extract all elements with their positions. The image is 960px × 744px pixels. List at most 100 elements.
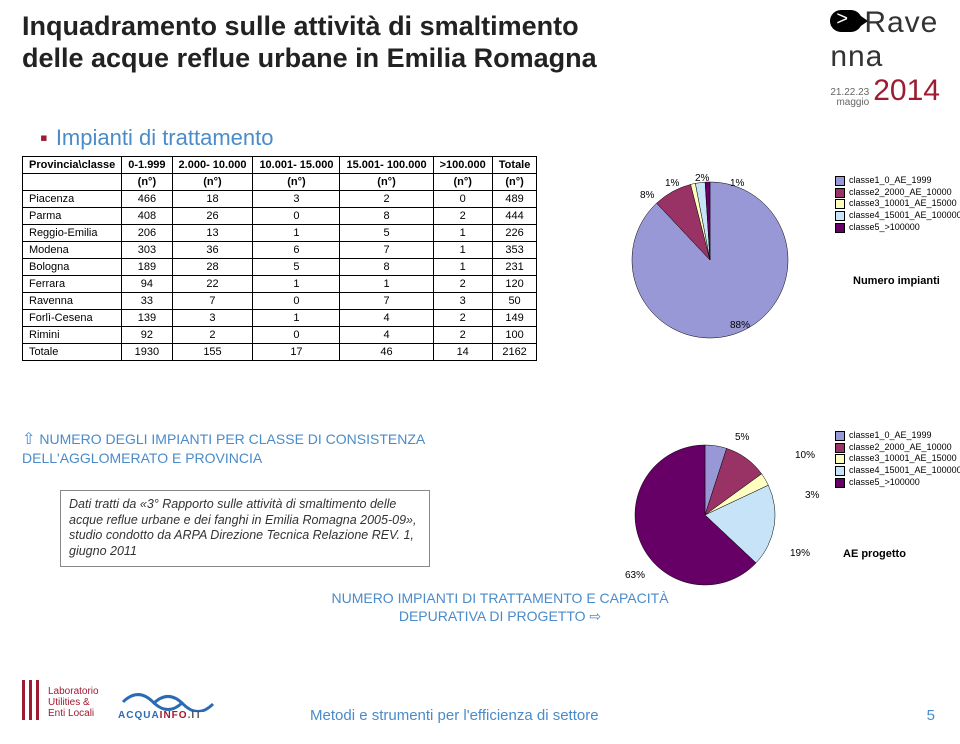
logo-dates: 21.22.23maggio: [830, 88, 869, 108]
legend-item: classe2_2000_AE_10000: [835, 442, 960, 454]
table-cell: 22: [172, 276, 253, 293]
legend-label: classe5_>100000: [849, 222, 920, 234]
table-cell: 489: [492, 191, 537, 208]
table-cell: 1: [433, 242, 492, 259]
legend-swatch: [835, 454, 845, 464]
table-cell: Forlì-Cesena: [23, 310, 122, 327]
legend-swatch: [835, 199, 845, 209]
table-cell: 2: [433, 310, 492, 327]
table-cell: 36: [172, 242, 253, 259]
table-cell: 2: [433, 276, 492, 293]
logo-year: 2014: [873, 74, 940, 108]
pie-pct-label: 63%: [625, 570, 645, 581]
table-row: Totale19301551746142162: [23, 344, 537, 361]
pie-chart-ae-progetto: [625, 430, 785, 595]
table-cell: 353: [492, 242, 537, 259]
table-cell: Modena: [23, 242, 122, 259]
pie-pct-label: 1%: [730, 178, 744, 189]
legend-label: classe2_2000_AE_10000: [849, 442, 952, 454]
table-cell: 5: [340, 225, 433, 242]
table-cell: 231: [492, 259, 537, 276]
footer-logos: LaboratorioUtilities &Enti Locali ACQUAI…: [22, 678, 268, 736]
pie-pct-label: 5%: [735, 432, 749, 443]
table-unit-cell: (n°): [172, 174, 253, 191]
logo-arrow-icon: >: [830, 10, 862, 32]
table-header-cell: 10.001- 15.000: [253, 157, 340, 174]
table-row: Parma40826082444: [23, 208, 537, 225]
table-unit-cell: (n°): [122, 174, 172, 191]
table-cell: Ferrara: [23, 276, 122, 293]
table-cell: Parma: [23, 208, 122, 225]
pie-pct-label: 8%: [640, 190, 654, 201]
legend-label: classe1_0_AE_1999: [849, 430, 932, 442]
legend-item: classe5_>100000: [835, 222, 960, 234]
table-cell: 8: [340, 208, 433, 225]
legend-swatch: [835, 211, 845, 221]
table-header-cell: 15.001- 100.000: [340, 157, 433, 174]
impianti-table: Provincia\classe0-1.9992.000- 10.00010.0…: [22, 156, 537, 361]
table-cell: 4: [340, 327, 433, 344]
table-cell: 5: [253, 259, 340, 276]
table-header-cell: 0-1.999: [122, 157, 172, 174]
table-row: Reggio-Emilia20613151226: [23, 225, 537, 242]
table-cell: 1: [253, 225, 340, 242]
table-cell: 33: [122, 293, 172, 310]
legend-item: classe4_15001_AE_100000: [835, 210, 960, 222]
table-cell: Piacenza: [23, 191, 122, 208]
table-cell: 8: [340, 259, 433, 276]
legend-label: classe3_10001_AE_15000: [849, 198, 957, 210]
table-cell: 0: [433, 191, 492, 208]
table-row: Rimini922042100: [23, 327, 537, 344]
table-body: Piacenza46618320489Parma40826082444Reggi…: [23, 191, 537, 361]
table-header-cell: Provincia\classe: [23, 157, 122, 174]
table-cell: 444: [492, 208, 537, 225]
table-cell: 13: [172, 225, 253, 242]
wave-icon: [118, 682, 238, 712]
legend-label: classe5_>100000: [849, 477, 920, 489]
table-cell: 26: [172, 208, 253, 225]
table-cell: 7: [340, 242, 433, 259]
table-row: Bologna18928581231: [23, 259, 537, 276]
table-row: Piacenza46618320489: [23, 191, 537, 208]
legend-swatch: [835, 431, 845, 441]
table-header-cell: 2.000- 10.000: [172, 157, 253, 174]
table-cell: 206: [122, 225, 172, 242]
table-cell: 149: [492, 310, 537, 327]
legend-label: classe4_15001_AE_100000: [849, 210, 960, 222]
pie-pct-label: 10%: [795, 450, 815, 461]
section-subtitle: ▪Impianti di trattamento: [40, 125, 273, 151]
table-cell: 1: [253, 276, 340, 293]
pie2-svg: [625, 430, 785, 590]
legend-label: classe1_0_AE_1999: [849, 175, 932, 187]
legend-item: classe4_15001_AE_100000: [835, 465, 960, 477]
pie1-legend: classe1_0_AE_1999classe2_2000_AE_10000cl…: [835, 175, 960, 233]
table-cell: Totale: [23, 344, 122, 361]
table-cell: 2: [172, 327, 253, 344]
legend-item: classe5_>100000: [835, 477, 960, 489]
table-unit-cell: (n°): [492, 174, 537, 191]
table-cell: Bologna: [23, 259, 122, 276]
table-cell: 303: [122, 242, 172, 259]
legend-label: classe3_10001_AE_15000: [849, 453, 957, 465]
table-cell: 2162: [492, 344, 537, 361]
table-header-cell: >100.000: [433, 157, 492, 174]
note-impianti: ⇧NUMERO DEGLI IMPIANTI PER CLASSE DI CON…: [22, 430, 442, 468]
logo-text-2: nna: [830, 40, 883, 74]
legend-item: classe2_2000_AE_10000: [835, 187, 960, 199]
pie2-title: AE progetto: [843, 548, 906, 560]
table-cell: 226: [492, 225, 537, 242]
arrow-up-icon: ⇧: [22, 430, 35, 450]
table-cell: 2: [433, 208, 492, 225]
table-cell: 3: [433, 293, 492, 310]
page-number: 5: [927, 707, 935, 724]
table-cell: Rimini: [23, 327, 122, 344]
table-cell: 1930: [122, 344, 172, 361]
legend-item: classe3_10001_AE_15000: [835, 453, 960, 465]
legend-swatch: [835, 466, 845, 476]
table-cell: 120: [492, 276, 537, 293]
table-cell: 466: [122, 191, 172, 208]
table-cell: 2: [433, 327, 492, 344]
legend-swatch: [835, 478, 845, 488]
event-logo: > Rave nna 21.22.23maggio 2014: [830, 6, 940, 108]
legend-swatch: [835, 443, 845, 453]
